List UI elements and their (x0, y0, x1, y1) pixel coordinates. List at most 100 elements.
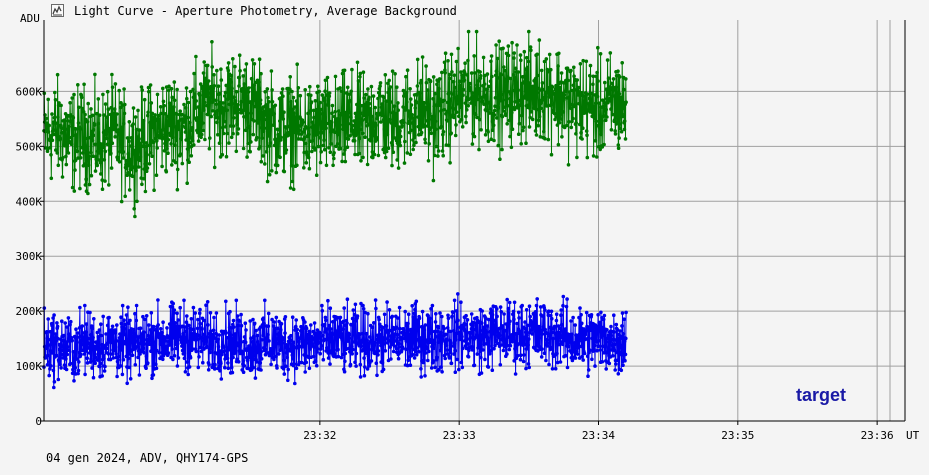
data-point (453, 331, 458, 336)
data-point (60, 345, 65, 349)
data-point (54, 353, 59, 358)
data-point (418, 91, 423, 96)
data-point (610, 112, 615, 117)
data-point (347, 92, 352, 96)
data-point (411, 147, 416, 152)
light-curve-icon[interactable] (51, 4, 64, 17)
data-point (556, 324, 561, 328)
data-point (184, 138, 188, 142)
data-point (360, 118, 365, 123)
data-point (103, 102, 108, 106)
data-point (415, 84, 420, 88)
data-point (67, 339, 71, 343)
data-point (180, 348, 185, 353)
data-point (484, 95, 489, 99)
data-point (453, 370, 458, 375)
data-point (410, 121, 415, 125)
data-point (225, 353, 229, 358)
data-point (83, 372, 87, 377)
data-point (144, 169, 149, 173)
data-point (427, 142, 432, 146)
data-point (109, 336, 114, 340)
data-point (571, 116, 575, 121)
data-point (80, 324, 85, 328)
data-point (479, 128, 483, 132)
data-point (620, 343, 624, 348)
data-point (251, 365, 256, 370)
data-point (104, 132, 109, 137)
data-point (212, 367, 217, 371)
data-point (300, 326, 304, 330)
data-point (135, 344, 140, 349)
data-point (590, 357, 594, 362)
data-point (622, 127, 627, 132)
data-point (49, 364, 53, 368)
data-point (374, 306, 378, 311)
data-point (133, 311, 137, 316)
data-point (187, 145, 191, 150)
data-point (138, 326, 143, 331)
data-point (116, 358, 120, 362)
data-point (115, 323, 119, 327)
data-point (566, 78, 570, 83)
data-point (87, 182, 92, 187)
data-point (196, 365, 201, 370)
data-point (496, 341, 500, 346)
data-point (56, 336, 60, 341)
data-point (169, 142, 173, 146)
data-point (577, 315, 581, 320)
data-point (178, 152, 183, 156)
data-point (175, 187, 180, 192)
data-point (444, 337, 449, 342)
data-point (351, 308, 356, 312)
data-point (265, 87, 270, 91)
data-point (46, 337, 51, 342)
data-point (460, 346, 465, 351)
data-point (236, 103, 240, 107)
data-point (563, 327, 568, 331)
data-point (442, 108, 447, 112)
data-point (371, 124, 375, 129)
data-point (396, 108, 401, 112)
data-point (441, 153, 446, 158)
data-point (150, 125, 155, 130)
data-point (545, 104, 549, 108)
data-point (149, 331, 154, 335)
data-point (470, 345, 474, 349)
data-point (217, 91, 221, 96)
data-point (73, 158, 78, 163)
data-point (588, 63, 593, 68)
data-point (191, 327, 195, 332)
data-point (587, 104, 591, 108)
data-point (564, 87, 568, 92)
data-point (163, 136, 167, 140)
data-point (288, 349, 293, 353)
data-point (438, 97, 442, 101)
data-point (59, 352, 64, 357)
data-point (494, 338, 499, 343)
data-point (410, 304, 415, 308)
data-point (308, 347, 312, 351)
data-point (449, 52, 454, 57)
data-point (54, 148, 58, 152)
data-point (308, 84, 312, 89)
data-point (150, 111, 155, 116)
data-point (494, 43, 498, 47)
data-point (88, 333, 93, 337)
data-point (397, 341, 401, 346)
data-point (439, 124, 444, 129)
data-point (231, 318, 236, 323)
data-point (140, 88, 144, 92)
data-point (439, 340, 444, 345)
data-point (148, 337, 152, 342)
data-point (498, 305, 503, 309)
data-point (437, 367, 441, 372)
data-point (604, 107, 608, 112)
data-point (213, 112, 217, 117)
data-point (59, 366, 63, 370)
data-point (276, 135, 281, 139)
data-point (289, 163, 294, 168)
data-point (336, 132, 341, 137)
data-point (466, 355, 471, 359)
data-point (611, 354, 615, 358)
